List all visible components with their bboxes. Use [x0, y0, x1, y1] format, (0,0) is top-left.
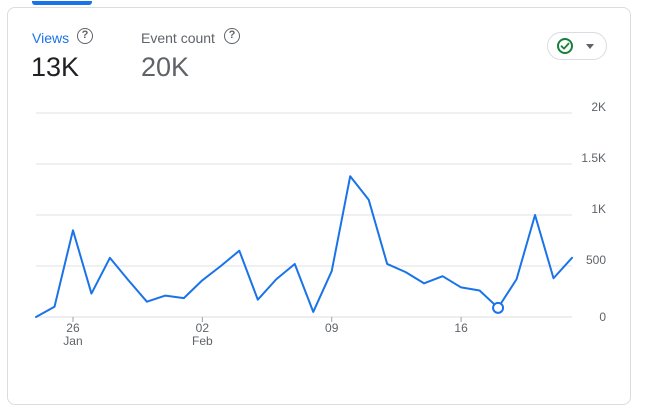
x-tick-sublabel: Feb [192, 334, 213, 348]
check-circle-icon [557, 38, 573, 54]
y-tick-label: 1.5K [581, 151, 606, 165]
views-help-icon[interactable]: ? [77, 28, 93, 44]
views-value: 13K [31, 52, 80, 82]
active-tab-indicator [32, 1, 92, 5]
x-tick-sublabel: Jan [63, 334, 82, 348]
x-tick-label: 26 [66, 321, 80, 335]
y-tick-label: 0 [599, 310, 606, 324]
x-tick-label: 02 [196, 321, 210, 335]
y-tick-label: 1K [591, 202, 606, 216]
event-count-help-icon[interactable]: ? [224, 28, 240, 44]
views-label: Views [32, 30, 70, 46]
event-count-value: 20K [141, 52, 190, 82]
x-tick-label: 16 [454, 321, 468, 335]
y-tick-label: 2K [591, 100, 606, 114]
status-dropdown[interactable] [547, 32, 607, 60]
y-tick-label: 500 [586, 253, 606, 267]
highlighted-data-point [492, 301, 505, 314]
chevron-down-icon [586, 44, 594, 49]
analytics-card: Views ? 13K Event count ? 20K [7, 1, 631, 405]
series-line-views [35, 175, 573, 318]
x-tick-label: 09 [325, 321, 339, 335]
event-count-label: Event count [141, 30, 215, 46]
